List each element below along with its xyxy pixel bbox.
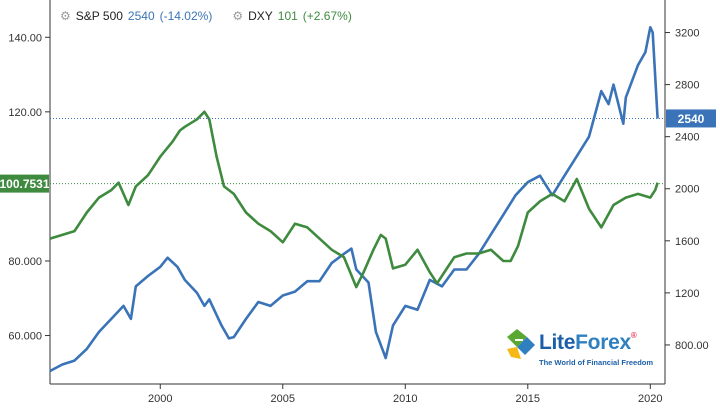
x-tick-label: 2000 (148, 393, 172, 405)
left-tick-label: 120.00 (8, 107, 42, 119)
right-tick-label: 2400 (675, 132, 699, 144)
left-tick-label: 60.000 (8, 331, 42, 343)
legend-dxy[interactable]: ⚙ DXY 101 (+2.67%) (232, 9, 352, 23)
left-tick-label: 80.000 (8, 256, 42, 268)
legend-dxy-change: (+2.67%) (302, 9, 352, 23)
legend-sp500-value: 2540 (127, 9, 155, 23)
sp500-value-badge-label: 2540 (678, 112, 705, 126)
dxy-value-badge (0, 174, 49, 193)
dxy-series-line (49, 110, 659, 289)
x-tick-label: 2010 (393, 393, 417, 405)
gear-icon[interactable]: ⚙ (232, 9, 244, 23)
legend-dxy-value: 101 (277, 9, 298, 23)
legend-sp500-change: (-14.02%) (159, 9, 213, 23)
x-tick-label: 2020 (638, 393, 662, 405)
legend-sp500-name: S&P 500 (75, 9, 123, 23)
right-tick-label: 800.00 (675, 340, 709, 352)
dxy-value-badge-label: 100.7531 (0, 177, 50, 191)
logo-tagline: The World of Financial Freedom (539, 358, 654, 367)
right-tick-label: 3200 (675, 28, 699, 40)
right-tick-label: 1600 (675, 236, 699, 248)
logo-name-lite: Lite (539, 331, 576, 354)
gear-icon[interactable]: ⚙ (60, 9, 71, 23)
x-tick-label: 2015 (516, 393, 540, 405)
legend-dxy-name: DXY (248, 9, 273, 23)
right-tick-label: 1200 (675, 288, 699, 300)
liteforex-logo: LiteForex® The World of Financial Freedo… (503, 323, 658, 373)
liteforex-mark-icon (507, 329, 535, 359)
right-tick-label: 2000 (675, 184, 699, 196)
left-tick-label: 140.00 (8, 32, 42, 44)
legend: ⚙ S&P 500 2540 (-14.02%) ⚙ DXY 101 (+2.6… (60, 9, 352, 23)
logo-registered: ® (630, 331, 637, 340)
logo-name-forex: Forex (575, 331, 631, 354)
logo-wordmark: LiteForex® (539, 331, 637, 355)
sp500-value-badge (666, 109, 716, 128)
right-tick-label: 2800 (675, 80, 699, 92)
x-tick-label: 2005 (271, 393, 295, 405)
legend-sp500[interactable]: ⚙ S&P 500 2540 (-14.02%) (60, 9, 212, 23)
